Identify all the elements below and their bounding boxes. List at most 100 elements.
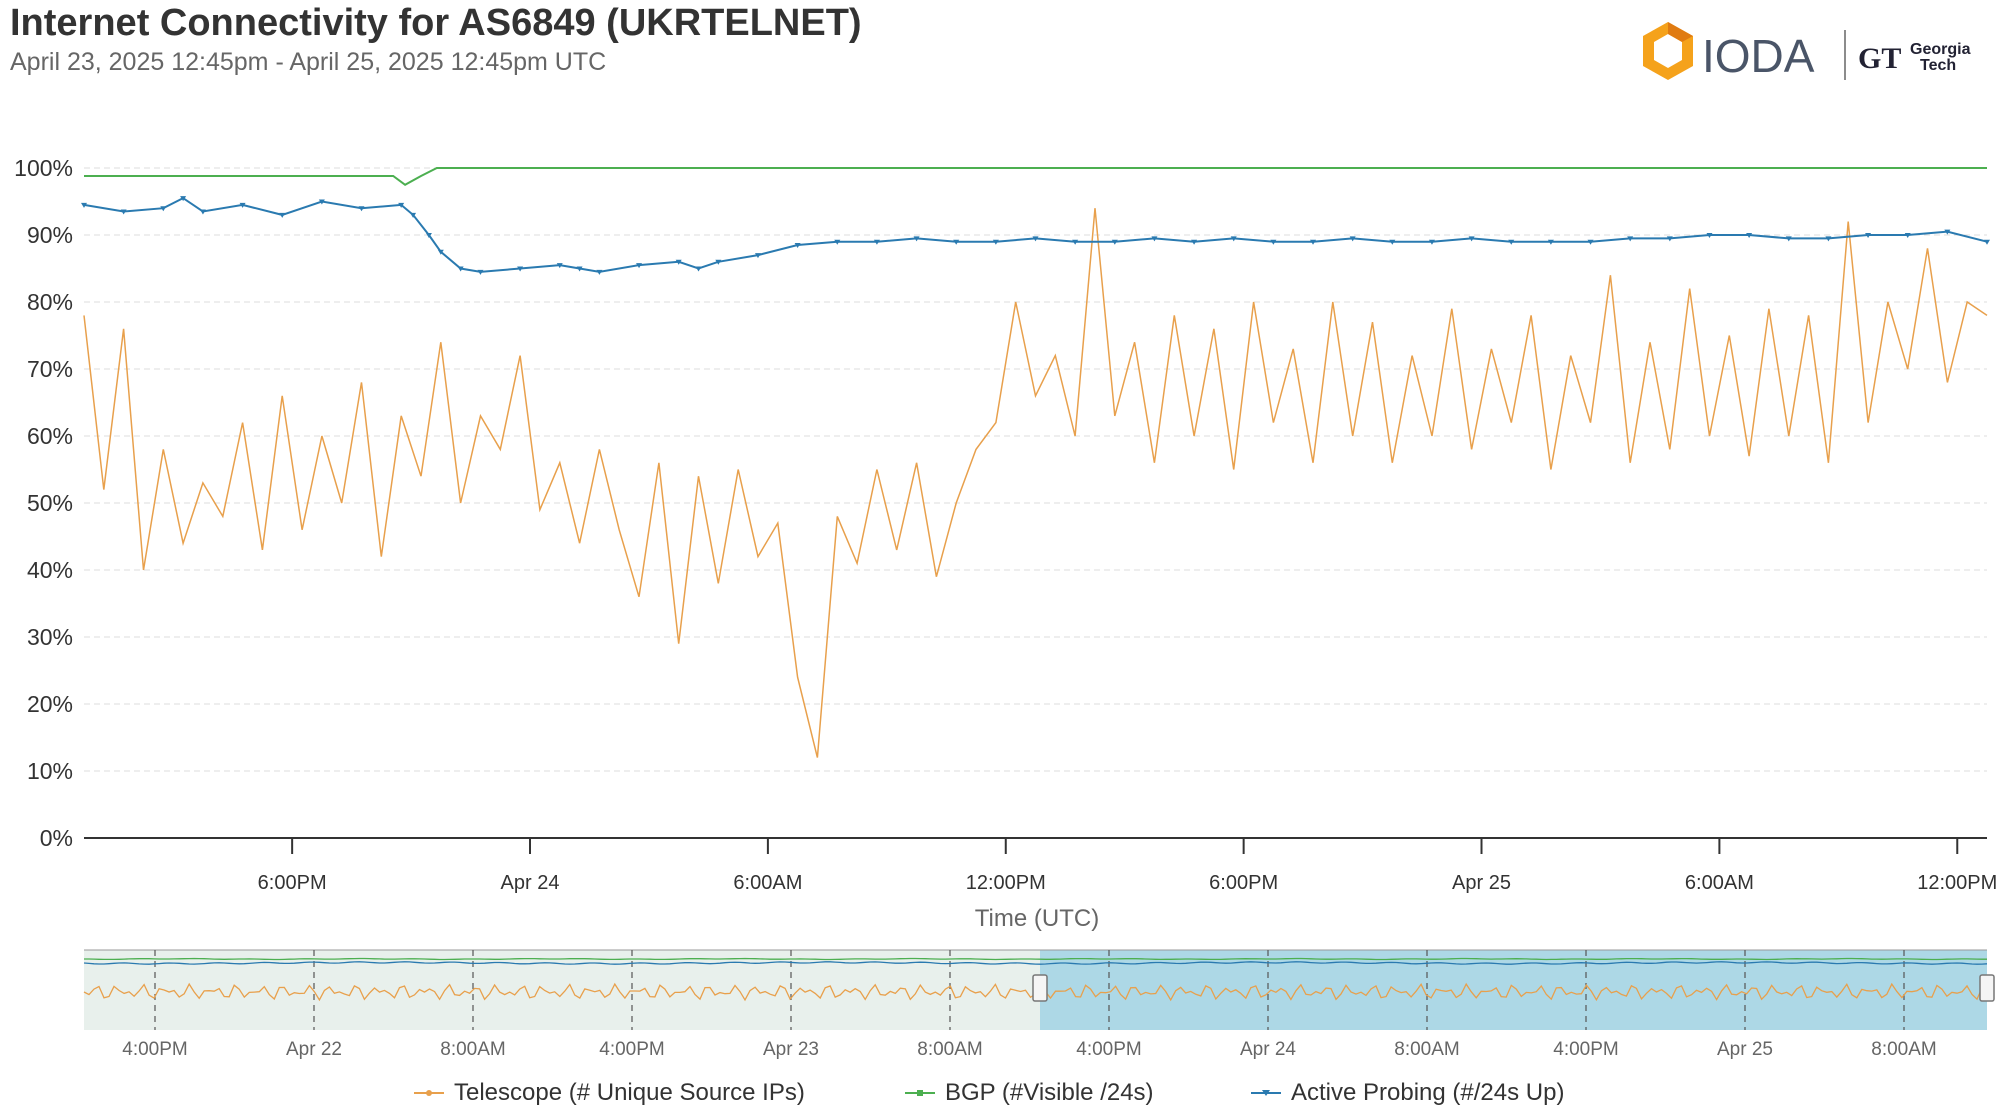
gt-logo-icon: GT <box>1858 42 1901 75</box>
legend-item-telescope[interactable]: Telescope (# Unique Source IPs) <box>412 1078 805 1108</box>
legend-item-active-probing[interactable]: Active Probing (#/24s Up) <box>1249 1078 1564 1108</box>
navigator-tick-label: 4:00PM <box>122 1039 187 1060</box>
data-point <box>695 266 702 272</box>
y-axis: 0% 10% 20% 30% 40% 50% 60% 70% 80% 90% 100% <box>14 155 73 851</box>
data-point <box>1666 236 1673 242</box>
telescope-legend-icon <box>414 1090 444 1096</box>
navigator-tick-label: 8:00AM <box>917 1039 982 1060</box>
data-point <box>1468 236 1475 242</box>
data-point <box>1389 239 1396 245</box>
data-point <box>1944 229 1951 235</box>
data-point <box>425 233 432 238</box>
data-point <box>1825 236 1832 242</box>
data-point <box>120 209 127 215</box>
data-point <box>992 239 999 245</box>
series-lines <box>81 167 1990 758</box>
data-point <box>318 199 325 205</box>
data-point <box>576 266 583 272</box>
data-point <box>410 212 417 218</box>
navigator-tick-label: Apr 24 <box>1240 1039 1296 1060</box>
legend-item-bgp[interactable]: BGP (#Visible /24s) <box>903 1078 1154 1108</box>
legend-label-bgp: BGP (#Visible /24s) <box>945 1079 1154 1106</box>
navigator-handle-left[interactable] <box>1032 974 1048 1002</box>
data-point <box>1230 236 1237 242</box>
navigator-selection[interactable] <box>1040 950 1987 1030</box>
x-tick-label: Apr 25 <box>1452 872 1511 894</box>
x-axis-label: Time (UTC) <box>975 905 1099 932</box>
data-point <box>1191 239 1198 245</box>
georgia-tech-line1: Georgia <box>1910 41 1971 58</box>
navigator-tick-label: 4:00PM <box>1076 1039 1141 1060</box>
data-point <box>556 263 563 269</box>
navigator-tick-label: Apr 22 <box>286 1039 342 1060</box>
y-tick-label: 60% <box>27 423 73 449</box>
data-point <box>1151 236 1158 242</box>
data-point <box>1270 239 1277 245</box>
data-point <box>636 263 643 269</box>
y-tick-label: 30% <box>27 624 73 650</box>
series-line-bgp <box>84 167 1987 186</box>
y-tick-label: 20% <box>27 691 73 717</box>
data-point <box>1032 236 1039 242</box>
data-point <box>1349 236 1356 242</box>
data-point <box>1865 233 1872 238</box>
data-point <box>358 206 365 212</box>
data-point <box>81 202 87 208</box>
y-tick-label: 90% <box>27 222 73 248</box>
data-point <box>517 266 524 272</box>
y-tick-label: 10% <box>27 758 73 784</box>
data-point <box>596 269 603 275</box>
data-point <box>1547 239 1554 245</box>
y-tick-label: 70% <box>27 356 73 382</box>
data-point <box>1984 239 1990 245</box>
y-tick-label: 50% <box>27 490 73 516</box>
time-navigator[interactable]: 4:00PM Apr 22 8:00AM 4:00PM Apr 23 8:00AM 4:00… <box>83 949 1995 1060</box>
data-point <box>1587 239 1594 245</box>
data-point <box>1428 239 1435 245</box>
bgp-legend-icon <box>905 1090 935 1096</box>
data-point <box>873 239 880 245</box>
ioda-hexagon-icon <box>1643 22 1693 80</box>
y-tick-label: 40% <box>27 557 73 583</box>
navigator-handle-right[interactable] <box>1979 974 1995 1002</box>
x-tick-label: 6:00PM <box>258 872 327 894</box>
x-tick-label: 6:00AM <box>733 872 802 894</box>
x-tick-label: 12:00PM <box>966 872 1046 894</box>
ioda-logo-text: IODA <box>1702 30 1815 82</box>
data-point <box>477 269 484 275</box>
navigator-tick-label: Apr 23 <box>763 1039 819 1060</box>
navigator-tick-label: 8:00AM <box>1871 1039 1936 1060</box>
navigator-tick-label: 4:00PM <box>1553 1039 1618 1060</box>
legend-label-telescope: Telescope (# Unique Source IPs) <box>454 1079 805 1106</box>
data-point <box>437 249 444 255</box>
navigator-tick-label: 8:00AM <box>1394 1039 1459 1060</box>
y-tick-label: 0% <box>40 825 73 851</box>
data-point <box>1627 236 1634 242</box>
data-point <box>794 243 801 249</box>
y-tick-label: 100% <box>14 155 73 181</box>
navigator-tick-label: 8:00AM <box>440 1039 505 1060</box>
navigator-tick-label: Apr 25 <box>1717 1039 1773 1060</box>
data-point <box>1111 239 1118 245</box>
series-line-telescope <box>83 208 1988 758</box>
data-point <box>675 259 682 265</box>
data-point <box>913 236 920 242</box>
active-probing-legend-icon <box>1251 1090 1281 1096</box>
data-point <box>199 209 206 215</box>
data-point <box>160 206 167 212</box>
data-point <box>1310 239 1317 245</box>
x-tick-label: 6:00AM <box>1685 872 1754 894</box>
x-tick-label: 12:00PM <box>1917 872 1997 894</box>
x-axis: 6:00PM Apr 24 6:00AM 12:00PM 6:00PM Apr 25 6:0… <box>84 837 1997 894</box>
navigator-series-bgp <box>84 957 1987 961</box>
navigator-series-active_probing <box>83 961 1988 965</box>
data-point <box>457 266 464 272</box>
data-point <box>1508 239 1515 245</box>
data-point <box>1904 233 1911 238</box>
data-point <box>1706 233 1713 238</box>
data-point <box>398 202 405 208</box>
data-point <box>1785 236 1792 242</box>
data-point <box>754 253 761 259</box>
y-tick-label: 80% <box>27 289 73 315</box>
data-point <box>1072 239 1079 245</box>
